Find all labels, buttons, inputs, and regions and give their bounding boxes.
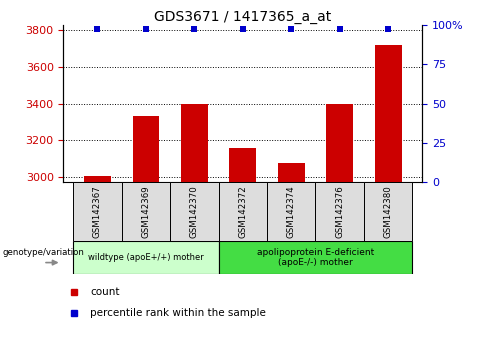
FancyBboxPatch shape — [73, 241, 219, 274]
FancyBboxPatch shape — [170, 182, 219, 241]
Text: genotype/variation: genotype/variation — [2, 248, 84, 257]
Title: GDS3671 / 1417365_a_at: GDS3671 / 1417365_a_at — [154, 10, 331, 24]
Text: GSM142380: GSM142380 — [384, 185, 393, 238]
FancyBboxPatch shape — [219, 182, 267, 241]
Text: GSM142367: GSM142367 — [93, 185, 102, 238]
FancyBboxPatch shape — [122, 182, 170, 241]
Bar — [133, 116, 159, 182]
Bar — [326, 104, 353, 182]
Text: wildtype (apoE+/+) mother: wildtype (apoE+/+) mother — [88, 253, 203, 262]
FancyBboxPatch shape — [267, 182, 315, 241]
Text: GSM142370: GSM142370 — [190, 185, 199, 238]
Text: GSM142369: GSM142369 — [142, 185, 150, 238]
Bar — [84, 176, 111, 182]
Text: GSM142374: GSM142374 — [287, 185, 296, 238]
Bar — [375, 45, 402, 182]
Bar — [278, 163, 305, 182]
Bar — [181, 104, 207, 182]
Text: percentile rank within the sample: percentile rank within the sample — [90, 308, 266, 318]
FancyBboxPatch shape — [219, 241, 412, 274]
FancyBboxPatch shape — [73, 182, 122, 241]
Text: count: count — [90, 287, 120, 297]
Text: GSM142372: GSM142372 — [238, 185, 247, 238]
FancyBboxPatch shape — [364, 182, 412, 241]
Text: GSM142376: GSM142376 — [335, 185, 344, 238]
FancyBboxPatch shape — [315, 182, 364, 241]
Text: apolipoprotein E-deficient
(apoE-/-) mother: apolipoprotein E-deficient (apoE-/-) mot… — [257, 248, 374, 267]
Bar — [229, 148, 256, 182]
